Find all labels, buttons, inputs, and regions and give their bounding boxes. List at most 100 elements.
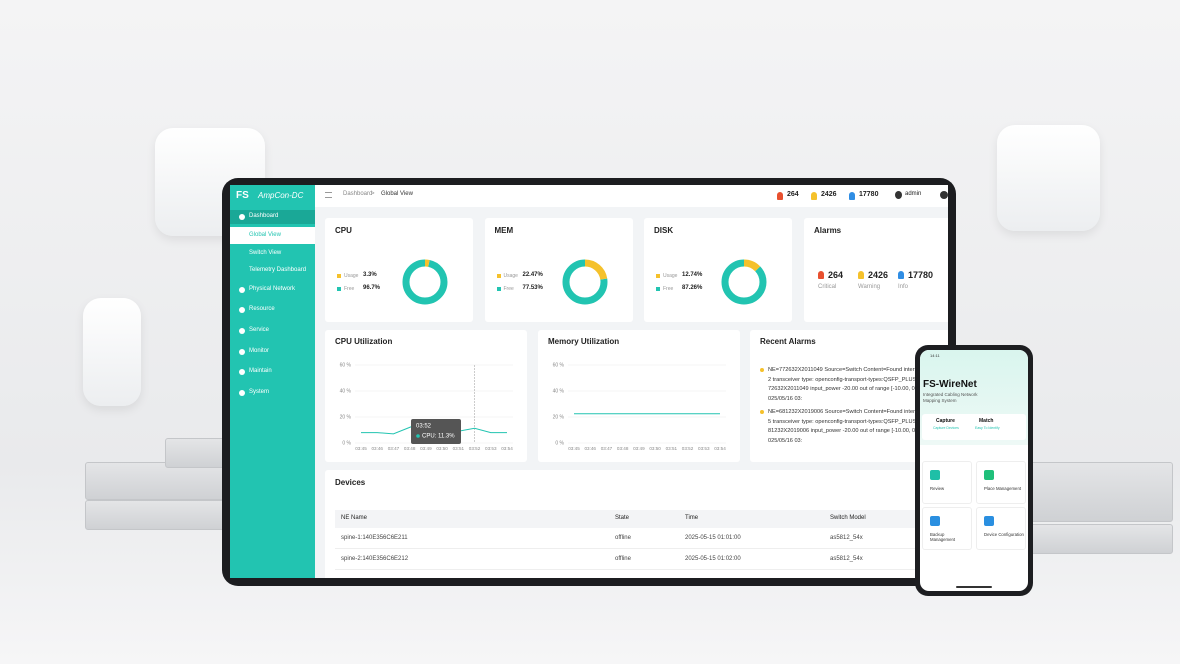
donut [402,259,448,305]
x-tick-label: 03:54 [714,446,726,451]
switch-device [85,462,235,500]
legend-label: Free [344,286,355,292]
legend-value: 87.26% [682,285,703,291]
line-chart: 0 % 20 % 40 % 60 % 03:45 03:46 03:47 03:48 03:49… [340,362,514,451]
top-bar: Dashboard > Global View 264 2426 17780 admin [315,185,948,207]
nav-label: System [249,389,270,395]
nav-icon [239,286,245,293]
column-header: NE Name [341,515,368,521]
tablet-screen: FS AmpCon-DC Dashboard Global View Switch Vi… [230,185,948,578]
x-tick-label: 03:53 [485,446,497,451]
x-tick-label: 03:48 [617,446,629,451]
breadcrumb-current: Global View [381,191,413,197]
switch-device [1028,462,1173,522]
tab-sub: Capture Devices [933,426,959,430]
legend-value: 96.7% [363,285,381,291]
tooltip-time: 03:52 [416,424,432,430]
sidebar: FS AmpCon-DC Dashboard Global View Switch Vi… [230,185,315,578]
cell: 2025-05-15 01:01:00 [685,535,741,541]
legend-label: Usage [503,273,518,279]
legend-value: 22.47% [522,272,543,278]
x-tick-label: 03:51 [453,446,465,451]
chart-card: CPU Utilization 0 % 20 % 40 % 60 % 03:45 03:46… [325,330,527,462]
nav-subitem[interactable]: Global View [230,227,315,244]
phone-screen: 14:11 FS-WireNet Integrated Cabling Networ… [920,350,1028,591]
nav-item[interactable]: Monitor [230,345,315,359]
nav-subitem[interactable]: Switch View [230,245,315,262]
breadcrumb: Dashboard [343,191,373,197]
nav-item[interactable]: Physical Network [230,283,315,297]
usage-card: CPU Usage 3.3% Free 96.7% [325,218,473,322]
row-border [335,569,948,570]
switch-device [1028,524,1173,554]
x-tick-label: 03:45 [568,446,580,451]
alarm-icon[interactable] [777,192,783,200]
alarm-icon [818,271,824,279]
tab-label[interactable]: Match [979,418,994,424]
x-tick-label: 03:53 [698,446,710,451]
usage-card: DISK Usage 12.74% Free 87.26% [644,218,792,322]
alarm-icon[interactable] [811,192,817,200]
tile-icon [930,470,940,480]
x-tick-label: 03:54 [501,446,513,451]
nav-label: Monitor [249,347,270,354]
tile[interactable]: Place Management [976,461,1026,504]
cell: spine-2:140E356C6E212 [341,556,409,562]
tab-label[interactable]: Capture [936,418,955,424]
tabs-bg [922,414,1026,440]
cell: spine-1:140E356C6E211 [341,535,408,541]
nav-label: Physical Network [249,285,296,292]
alarm-count: 264 [828,270,844,280]
tooltip-text: CPU: 11.3% [422,434,455,440]
switch-device [85,500,235,530]
x-tick-label: 03:47 [388,446,400,451]
nav-subitem[interactable]: Telemetry Dashboard [230,262,315,279]
tile[interactable]: Backup Management [922,507,972,550]
x-tick-label: 03:47 [601,446,613,451]
tile-label: Backup Management [930,532,956,542]
legend-dot [656,287,660,291]
cell: as5812_54x [830,556,863,562]
nav-item[interactable]: System [230,386,315,400]
card-title: CPU Utilization [335,337,393,346]
alarm-label: Warning [858,284,881,290]
nav-item[interactable]: Dashboard [230,210,315,224]
nav-sublabel: Global View [249,232,281,238]
column-header: State [615,515,630,521]
tooltip-dot [416,434,420,438]
card-title: CPU [335,226,352,235]
legend-dot [337,287,341,291]
tile[interactable]: Device Configuration [976,507,1026,550]
legend-dot [337,274,341,278]
alarm-count: 264 [787,191,799,198]
nav-item[interactable]: Service [230,324,315,338]
x-tick-label: 03:46 [584,446,596,451]
column-header: Time [685,515,699,521]
tile-label: Device Configuration [984,532,1024,537]
nav-item[interactable]: Maintain [230,365,315,379]
user-name[interactable]: admin [905,191,922,197]
x-tick-label: 03:49 [633,446,645,451]
alarm-dot [760,368,764,372]
legend-value: 12.74% [682,272,703,278]
breadcrumb-sep: > [371,191,375,197]
x-tick-label: 03:48 [404,446,416,451]
line-chart: 0 % 20 % 40 % 60 % 03:45 03:46 03:47 03:48 03:49… [553,362,727,451]
card-title: Memory Utilization [548,337,620,346]
alarm-icon[interactable] [849,192,855,200]
alarm-label: Info [898,284,909,290]
y-tick-label: 40 % [553,388,565,394]
x-tick-label: 03:46 [371,446,383,451]
tile[interactable]: Review [922,461,972,504]
y-tick-label: 0 % [342,440,351,446]
x-tick-label: 03:50 [436,446,448,451]
column-header: Switch Model [830,515,866,521]
nav-item[interactable]: Resource [230,303,315,317]
card-title: Alarms [814,226,842,235]
legend-dot [496,287,501,291]
y-tick-label: 0 % [555,440,564,446]
user-icon [895,191,902,199]
nav-icon [239,327,245,334]
access-point [997,125,1100,231]
